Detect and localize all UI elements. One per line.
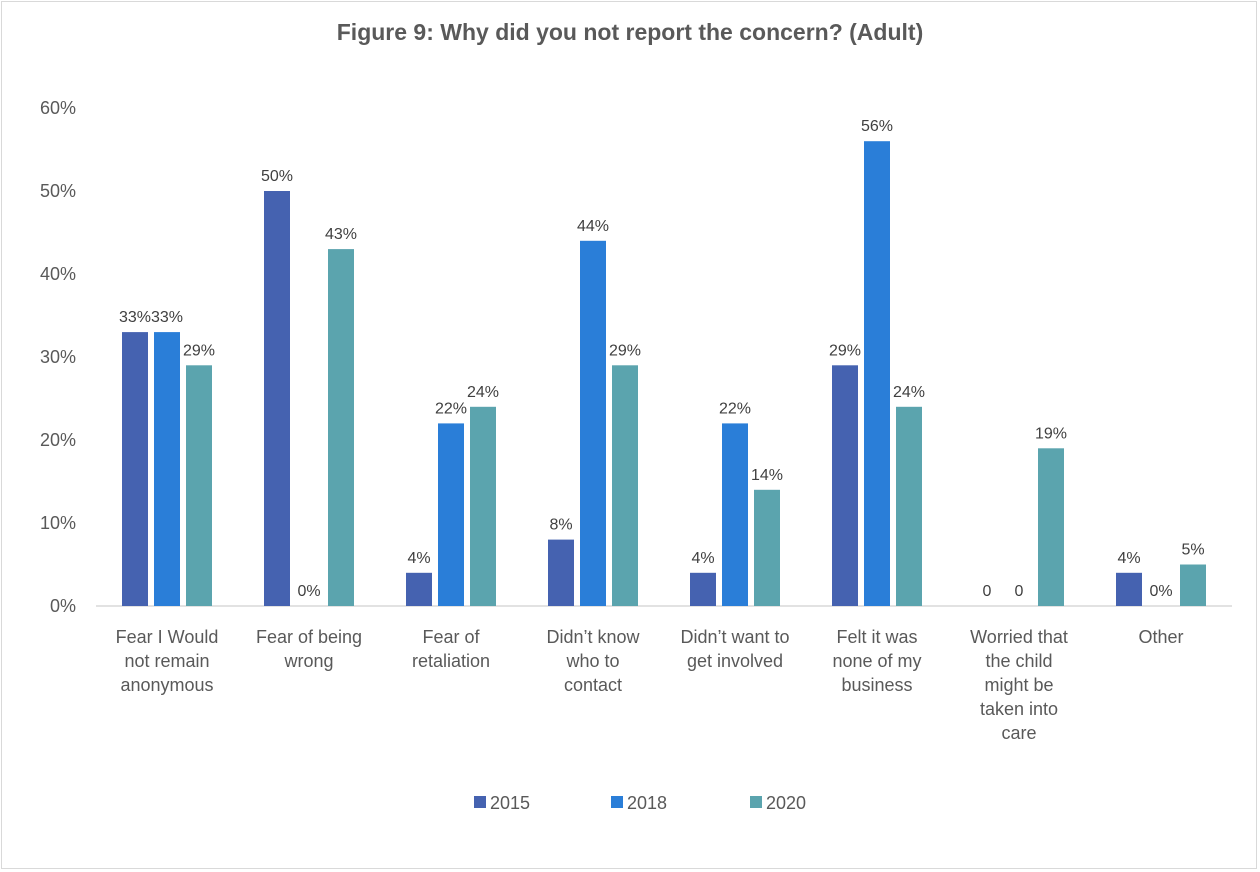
- x-category-label-line: none of my: [832, 651, 921, 671]
- data-label: 4%: [407, 550, 430, 567]
- x-axis: Fear I Would not remain anonymous Fear of b…: [96, 605, 1232, 743]
- bar-2020: [328, 249, 354, 606]
- x-category-label-line: not remain: [124, 651, 209, 671]
- data-label: 8%: [549, 517, 572, 534]
- bar-2020: [1180, 564, 1206, 606]
- bar-2015: [548, 539, 574, 606]
- legend-swatch-2018: [611, 796, 623, 808]
- legend-swatch-2020: [750, 796, 762, 808]
- x-category-label-line: Other: [1138, 627, 1183, 647]
- data-label: 14%: [751, 467, 783, 484]
- x-category-label-line: business: [841, 675, 912, 695]
- bar-2020: [754, 489, 780, 606]
- bar-2018: [722, 423, 748, 606]
- data-label: 56%: [861, 118, 893, 135]
- y-tick-label: 40%: [40, 264, 76, 284]
- x-category-label-line: Didn’t want to: [680, 627, 789, 647]
- x-category-label-line: might be: [984, 675, 1053, 695]
- data-label: 5%: [1181, 542, 1204, 559]
- x-category-label-line: the child: [985, 651, 1052, 671]
- data-label: 4%: [691, 550, 714, 567]
- data-label: 4%: [1117, 550, 1140, 567]
- bar-2018: [154, 332, 180, 606]
- data-label: 24%: [467, 384, 499, 401]
- data-label: 29%: [183, 342, 215, 359]
- bar-2020: [186, 365, 212, 606]
- legend-label: 2020: [766, 793, 806, 813]
- data-label: 29%: [829, 342, 861, 359]
- x-category-label-line: retaliation: [412, 651, 490, 671]
- x-category-label: Other: [1138, 627, 1183, 647]
- bar-2020: [1038, 448, 1064, 606]
- y-tick-label: 60%: [40, 98, 76, 118]
- data-label: 0: [983, 583, 992, 600]
- legend-label: 2015: [490, 793, 530, 813]
- bar-2018: [864, 141, 890, 606]
- data-label: 0: [1015, 583, 1024, 600]
- x-category-label-line: Didn’t know: [546, 627, 640, 647]
- bar-2015: [122, 332, 148, 606]
- chart-title: Figure 9: Why did you not report the con…: [337, 19, 923, 45]
- data-label: 44%: [577, 218, 609, 235]
- bar-2015: [832, 365, 858, 606]
- x-category-label-line: Worried that: [970, 627, 1068, 647]
- y-tick-label: 10%: [40, 513, 76, 533]
- bars: [122, 141, 1206, 607]
- data-label: 22%: [719, 400, 751, 417]
- x-category-label-line: Fear of: [422, 627, 480, 647]
- bar-2015: [264, 191, 290, 606]
- x-category-label-line: Fear I Would: [116, 627, 219, 647]
- bar-2020: [896, 406, 922, 606]
- x-category-label-line: anonymous: [120, 675, 213, 695]
- y-tick-label: 30%: [40, 347, 76, 367]
- bar-2020: [470, 406, 496, 606]
- x-category-label: Fear of retaliation: [412, 627, 490, 671]
- bar-2015: [1116, 572, 1142, 606]
- y-axis: 0% 10% 20% 30% 40% 50% 60%: [40, 98, 76, 616]
- x-category-label-line: Felt it was: [836, 627, 917, 647]
- data-label: 50%: [261, 168, 293, 185]
- x-category-label: Worried that the child might be taken into c…: [970, 627, 1068, 743]
- data-label: 29%: [609, 342, 641, 359]
- legend: 2015 2018 2020: [474, 793, 806, 813]
- x-category-label: Didn’t want to get involved: [680, 627, 789, 671]
- x-category-label-line: get involved: [687, 651, 783, 671]
- x-category-label: Didn’t know who to contact: [546, 627, 640, 695]
- legend-swatch-2015: [474, 796, 486, 808]
- data-label: 0%: [297, 583, 320, 600]
- data-label: 33%: [151, 309, 183, 326]
- x-category-label-line: taken into: [980, 699, 1058, 719]
- y-tick-label: 20%: [40, 430, 76, 450]
- bar-2018: [580, 240, 606, 607]
- data-label: 22%: [435, 400, 467, 417]
- data-labels: 33% 33%29%50%0%43%4%22%24%8%44%29%4%22%14…: [119, 118, 1205, 600]
- x-category-label-line: who to: [565, 651, 619, 671]
- x-category-label-line: contact: [564, 675, 622, 695]
- x-category-label: Fear of being wrong: [256, 627, 362, 671]
- data-label: 19%: [1035, 425, 1067, 442]
- bar-2015: [690, 572, 716, 606]
- x-category-label-line: Fear of being: [256, 627, 362, 647]
- bar-2018: [438, 423, 464, 606]
- x-category-label: Felt it was none of my business: [832, 627, 921, 695]
- data-label: 33%: [119, 309, 151, 326]
- x-category-label: Fear I Would not remain anonymous: [116, 627, 219, 695]
- bar-2015: [406, 572, 432, 606]
- legend-label: 2018: [627, 793, 667, 813]
- x-category-label-line: care: [1001, 723, 1036, 743]
- y-tick-label: 50%: [40, 181, 76, 201]
- y-tick-label: 0%: [50, 596, 76, 616]
- data-label: 0%: [1149, 583, 1172, 600]
- data-label: 24%: [893, 384, 925, 401]
- data-label: 43%: [325, 226, 357, 243]
- bar-2020: [612, 365, 638, 606]
- x-category-label-line: wrong: [283, 651, 333, 671]
